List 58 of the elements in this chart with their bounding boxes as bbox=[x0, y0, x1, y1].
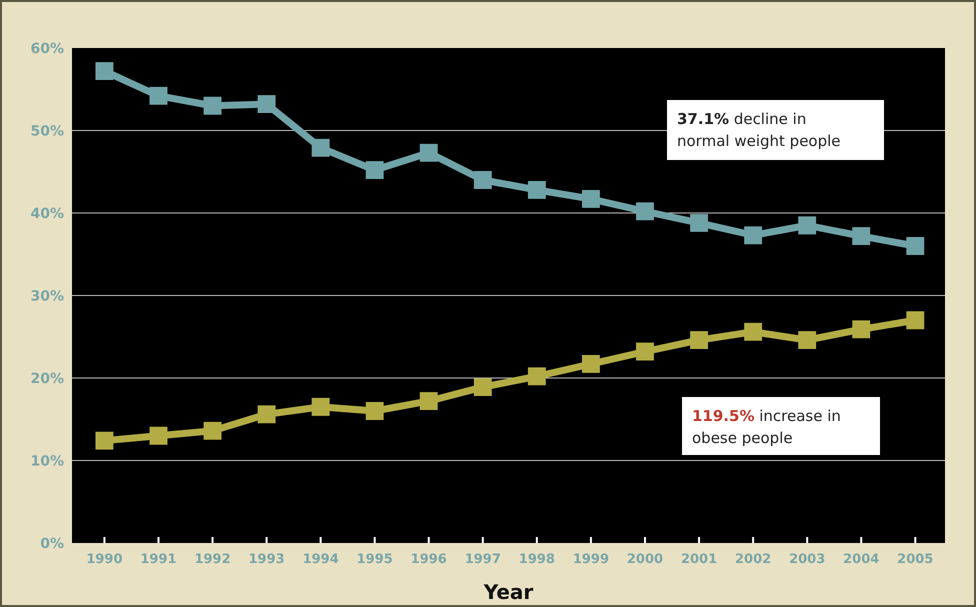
x-tick-label: 1992 bbox=[194, 552, 231, 567]
point bbox=[258, 95, 276, 114]
point bbox=[636, 202, 654, 220]
x-tick-label: 1998 bbox=[518, 552, 555, 567]
point bbox=[420, 392, 438, 410]
x-tick-label: 2002 bbox=[735, 552, 772, 567]
annotation: 37.1% decline in normal weight people bbox=[677, 110, 841, 150]
point bbox=[852, 227, 870, 246]
point bbox=[95, 432, 114, 450]
point bbox=[582, 355, 600, 373]
x-tick-label: 1999 bbox=[572, 552, 610, 567]
point bbox=[366, 161, 384, 180]
x-tick-label: 1994 bbox=[302, 552, 339, 567]
annotation: 119.5% increase in obese people bbox=[692, 407, 841, 447]
y-tick-label: 60% bbox=[30, 41, 64, 57]
point bbox=[690, 214, 708, 232]
point bbox=[852, 320, 870, 338]
point bbox=[95, 62, 114, 80]
point bbox=[528, 367, 546, 386]
y-tick-label: 40% bbox=[30, 206, 64, 222]
x-tick-label: 1993 bbox=[248, 552, 285, 567]
point bbox=[150, 86, 168, 105]
x-tick-label: 1991 bbox=[140, 552, 177, 567]
x-tick-label: 1997 bbox=[464, 552, 501, 567]
point bbox=[366, 402, 384, 420]
x-tick-label: 1996 bbox=[410, 552, 447, 567]
point bbox=[474, 378, 492, 396]
point bbox=[312, 398, 330, 416]
point bbox=[636, 342, 654, 361]
point bbox=[798, 331, 816, 349]
point bbox=[150, 426, 168, 445]
y-tick-label: 10% bbox=[30, 454, 64, 470]
point bbox=[528, 180, 546, 199]
x-tick-label: 2003 bbox=[789, 552, 826, 567]
point bbox=[204, 422, 222, 440]
y-tick-label: 50% bbox=[30, 124, 64, 140]
point bbox=[474, 171, 492, 189]
y-tick-label: 30% bbox=[30, 288, 64, 304]
y-tick-label: 0% bbox=[40, 536, 64, 552]
x-tick-label: 1995 bbox=[356, 552, 393, 567]
x-tick-label: 2001 bbox=[680, 552, 718, 567]
x-tick-label: 2005 bbox=[897, 552, 934, 567]
x-tick-label: 2000 bbox=[626, 552, 664, 567]
x-axis-title: Year bbox=[482, 580, 534, 604]
x-tick-label: 1990 bbox=[86, 552, 123, 567]
point bbox=[690, 331, 708, 349]
point bbox=[420, 144, 438, 162]
point bbox=[582, 190, 600, 208]
point bbox=[312, 138, 330, 157]
point bbox=[204, 96, 222, 115]
x-tick-label: 2004 bbox=[843, 552, 880, 567]
point bbox=[258, 405, 276, 424]
point bbox=[744, 322, 762, 341]
point bbox=[906, 237, 924, 255]
point bbox=[906, 311, 924, 330]
point bbox=[798, 216, 816, 234]
y-tick-label: 20% bbox=[30, 371, 64, 387]
point bbox=[744, 226, 762, 244]
